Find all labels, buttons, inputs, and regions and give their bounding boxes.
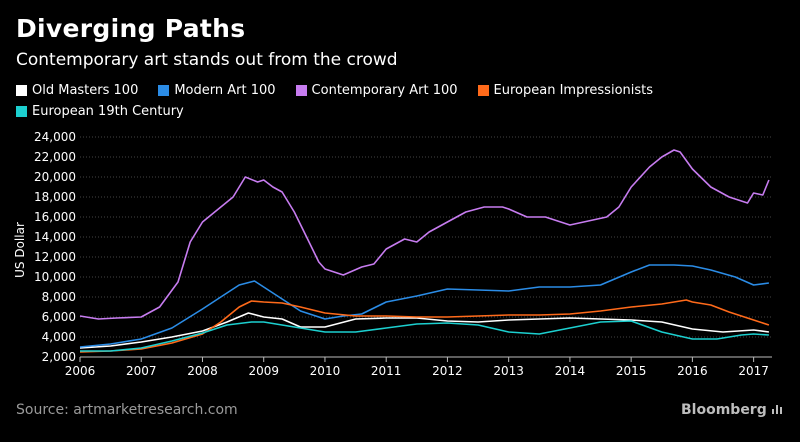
x-tick-label: 2009 bbox=[248, 364, 279, 378]
series-line-modern-art-100 bbox=[79, 264, 770, 348]
legend-label-modern-art: Modern Art 100 bbox=[174, 83, 276, 98]
legend-item-old-masters: Old Masters 100 bbox=[16, 83, 138, 98]
brand-name: Bloomberg bbox=[681, 402, 767, 418]
series-lines bbox=[79, 149, 770, 353]
y-tick-label: 24,000 bbox=[34, 130, 76, 144]
y-tick-label: 14,000 bbox=[34, 230, 76, 244]
x-axis-ticks: 2006 2007 2008 2009 2010 2011 2012 2013 2014 2015… bbox=[65, 356, 772, 378]
y-tick-label: 8,000 bbox=[42, 290, 76, 304]
y-tick-label: 16,000 bbox=[34, 210, 76, 224]
y-tick-label: 22,000 bbox=[34, 150, 76, 164]
y-axis-ticks: 2,000 4,000 6,000 8,000 10,000 12,000 14,000 16… bbox=[34, 130, 76, 364]
bar-chart-icon bbox=[771, 402, 783, 418]
x-tick-label: 2017 bbox=[738, 364, 769, 378]
chart-subtitle: Contemporary art stands out from the cro… bbox=[16, 50, 398, 70]
legend-swatch-modern-art bbox=[158, 85, 170, 96]
legend-item-modern-art: Modern Art 100 bbox=[158, 83, 276, 98]
series-line-european-impressionists bbox=[79, 299, 770, 353]
x-tick-label: 2016 bbox=[677, 364, 708, 378]
y-tick-label: 4,000 bbox=[42, 330, 76, 344]
legend-swatch-contemporary-art bbox=[295, 85, 307, 96]
legend-label-contemporary-art: Contemporary Art 100 bbox=[311, 83, 458, 98]
legend-item-european-19th-century: European 19th Century bbox=[16, 104, 184, 119]
x-tick-label: 2011 bbox=[371, 364, 402, 378]
source-note: Source: artmarketresearch.com bbox=[16, 402, 238, 418]
legend-item-european-impressionists: European Impressionists bbox=[477, 83, 654, 98]
y-tick-label: 18,000 bbox=[34, 190, 76, 204]
y-tick-label: 2,000 bbox=[42, 350, 76, 364]
legend-label-european-19th-century: European 19th Century bbox=[32, 104, 184, 119]
y-tick-label: 10,000 bbox=[34, 270, 76, 284]
chart-legend: Old Masters 100 Modern Art 100 Contempor… bbox=[16, 80, 716, 122]
x-tick-label: 2014 bbox=[555, 364, 586, 378]
legend-swatch-european-19th-century bbox=[16, 106, 27, 117]
bloomberg-logo: Bloomberg bbox=[681, 402, 783, 418]
legend-row-2: European 19th Century bbox=[16, 101, 716, 122]
series-line-contemporary-art-100 bbox=[79, 149, 770, 320]
legend-label-european-impressionists: European Impressionists bbox=[493, 83, 654, 98]
series-line-european-19th-century bbox=[80, 320, 769, 352]
legend-item-contemporary-art: Contemporary Art 100 bbox=[295, 83, 458, 98]
x-tick-label: 2010 bbox=[310, 364, 341, 378]
y-tick-label: 6,000 bbox=[42, 310, 76, 324]
x-tick-label: 2006 bbox=[65, 364, 96, 378]
chart-title: Diverging Paths bbox=[16, 14, 246, 43]
legend-swatch-old-masters bbox=[16, 85, 27, 96]
x-tick-label: 2013 bbox=[493, 364, 524, 378]
x-tick-label: 2007 bbox=[126, 364, 157, 378]
legend-swatch-european-impressionists bbox=[477, 85, 489, 96]
y-tick-label: 20,000 bbox=[34, 170, 76, 184]
series-line-old-masters-100 bbox=[79, 312, 770, 349]
x-tick-label: 2008 bbox=[187, 364, 218, 378]
legend-label-old-masters: Old Masters 100 bbox=[32, 83, 139, 98]
legend-row-1: Old Masters 100 Modern Art 100 Contempor… bbox=[16, 80, 716, 101]
x-tick-label: 2015 bbox=[616, 364, 647, 378]
x-tick-label: 2012 bbox=[432, 364, 463, 378]
y-axis-label: US Dollar bbox=[13, 222, 27, 278]
y-tick-label: 12,000 bbox=[34, 250, 76, 264]
